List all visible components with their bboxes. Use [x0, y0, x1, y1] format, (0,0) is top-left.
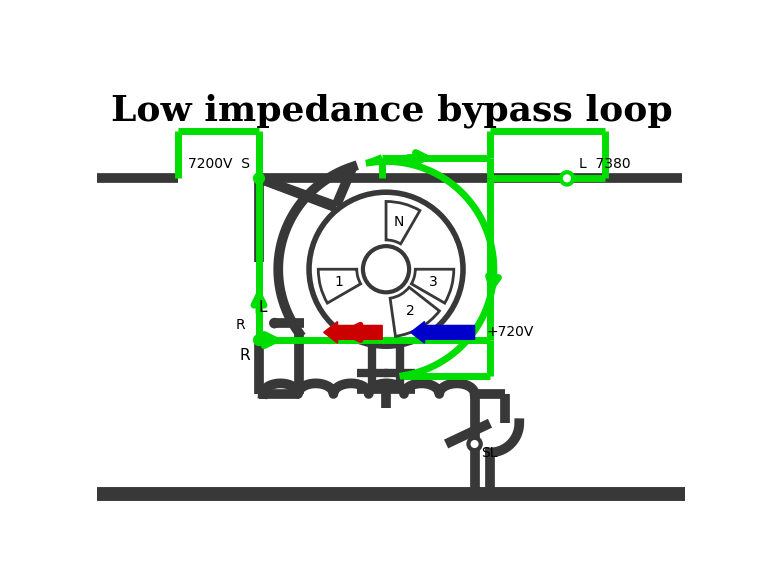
Text: N: N — [394, 215, 404, 229]
FancyArrow shape — [410, 322, 475, 343]
Text: R: R — [239, 348, 250, 363]
Text: SL: SL — [481, 446, 497, 460]
Circle shape — [363, 246, 409, 292]
Circle shape — [253, 173, 264, 183]
Text: 2: 2 — [406, 304, 414, 318]
Text: Low impedance bypass loop: Low impedance bypass loop — [111, 93, 673, 128]
Text: L  7380: L 7380 — [578, 158, 630, 172]
Wedge shape — [318, 269, 361, 303]
Text: 1: 1 — [335, 275, 343, 289]
Wedge shape — [386, 202, 420, 244]
Text: +720V: +720V — [486, 325, 533, 339]
Wedge shape — [390, 287, 439, 336]
Text: 3: 3 — [429, 275, 437, 289]
Wedge shape — [411, 269, 454, 303]
Circle shape — [309, 192, 463, 346]
Circle shape — [561, 172, 573, 185]
Circle shape — [468, 438, 481, 450]
Text: L: L — [258, 300, 267, 315]
FancyArrow shape — [324, 322, 382, 343]
Text: R: R — [236, 318, 245, 332]
Text: 7200V  S: 7200V S — [188, 158, 250, 172]
Circle shape — [270, 319, 279, 328]
Circle shape — [253, 335, 264, 346]
